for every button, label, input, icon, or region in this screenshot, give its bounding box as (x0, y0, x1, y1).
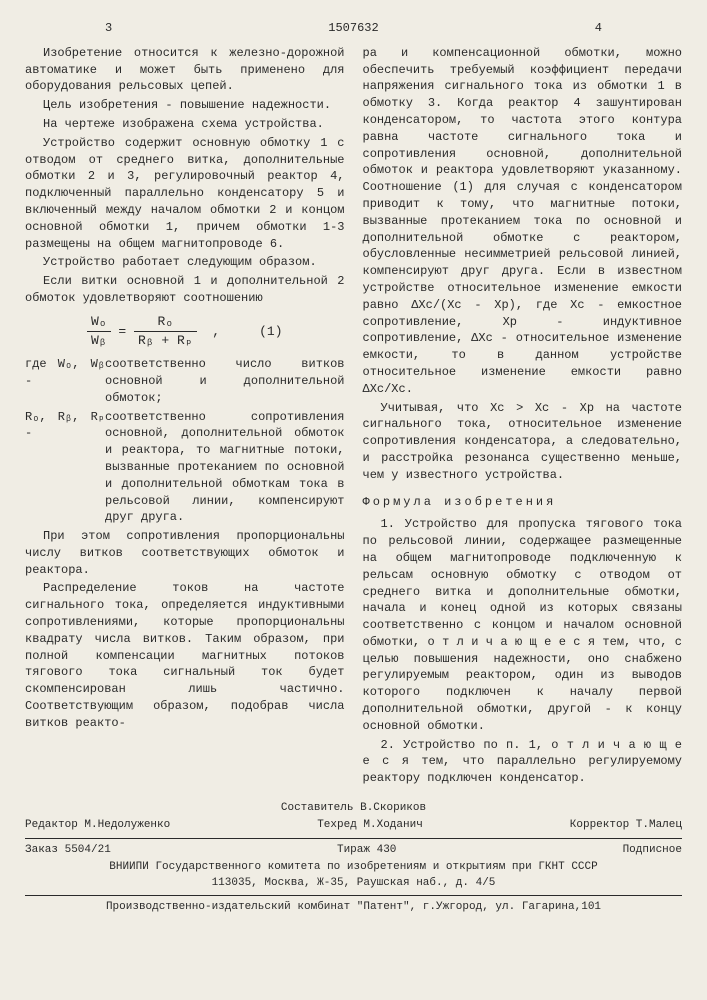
where-description: соответственно число витков основной и д… (105, 356, 345, 406)
print-info-row: Заказ 5504/21 Тираж 430 Подписное (25, 843, 682, 858)
claim-1: 1. Устройство для пропуска тягового тока… (363, 516, 683, 734)
formula-denominator: Rᵦ + Rₚ (134, 332, 197, 350)
document-number: 1507632 (328, 20, 378, 37)
subscription: Подписное (623, 843, 682, 858)
paragraph: Изобретение относится к железно-дорожной… (25, 45, 345, 95)
corrector-name: Корректор Т.Малец (570, 818, 682, 833)
print-run: Тираж 430 (337, 843, 396, 858)
tech-editor: Техред М.Ходанич (317, 818, 423, 833)
page-number-left: 3 (105, 20, 112, 37)
order-number: Заказ 5504/21 (25, 843, 111, 858)
paragraph: Устройство работает следующим образом. (25, 254, 345, 271)
document-footer: Составитель В.Скориков Редактор М.Недолу… (25, 801, 682, 915)
formula-denominator: Wᵦ (87, 332, 111, 350)
two-column-layout: Изобретение относится к железно-дорожной… (25, 45, 682, 789)
paragraph: На чертеже изображена схема устройства. (25, 116, 345, 133)
formula-numerator: Rₒ (134, 313, 197, 332)
where-clause: Rₒ, Rᵦ, Rₚ - соответственно сопротивлени… (25, 409, 345, 527)
page-number-right: 4 (595, 20, 602, 37)
where-description: соответственно сопротивления основной, д… (105, 409, 345, 527)
right-column: ра и компенсационной обмотки, можно обес… (363, 45, 683, 787)
paragraph: Распределение токов на частоте сигнально… (25, 580, 345, 731)
editor-name: Редактор М.Недолуженко (25, 818, 170, 833)
paragraph: ра и компенсационной обмотки, можно обес… (363, 45, 683, 398)
where-symbols: где Wₒ, Wᵦ - (25, 356, 105, 406)
address-1: 113035, Москва, Ж-35, Раушская наб., д. … (25, 876, 682, 891)
editorial-row: Редактор М.Недолуженко Техред М.Ходанич … (25, 818, 682, 833)
equals-sign: = (118, 324, 126, 339)
formula-numerator: Wₒ (87, 313, 111, 332)
where-clause: где Wₒ, Wᵦ - соответственно число витков… (25, 356, 345, 406)
where-symbols: Rₒ, Rᵦ, Rₚ - (25, 409, 105, 527)
formula-tag: (1) (259, 324, 282, 339)
page-header: 3 1507632 4 (25, 20, 682, 37)
left-column: Изобретение относится к железно-дорожной… (25, 45, 345, 732)
formula-1: Wₒ Wᵦ = Rₒ Rᵦ + Rₚ , (1) (25, 313, 345, 350)
claim-2: 2. Устройство по п. 1, о т л и ч а ю щ е… (363, 737, 683, 787)
paragraph: При этом сопротивления пропорциональны ч… (25, 528, 345, 578)
claims-heading: Формула изобретения (363, 494, 683, 511)
address-2: Производственно-издательский комбинат "П… (25, 900, 682, 915)
paragraph: Цель изобретения - повышение надежности. (25, 97, 345, 114)
composer-line: Составитель В.Скориков (25, 801, 682, 816)
paragraph: Устройство содержит основную обмотку 1 с… (25, 135, 345, 253)
paragraph: Если витки основной 1 и дополнительной 2… (25, 273, 345, 307)
paragraph: Учитывая, что Xc > Xc - Xp на частоте си… (363, 400, 683, 484)
organization: ВНИИПИ Государственного комитета по изоб… (25, 860, 682, 875)
